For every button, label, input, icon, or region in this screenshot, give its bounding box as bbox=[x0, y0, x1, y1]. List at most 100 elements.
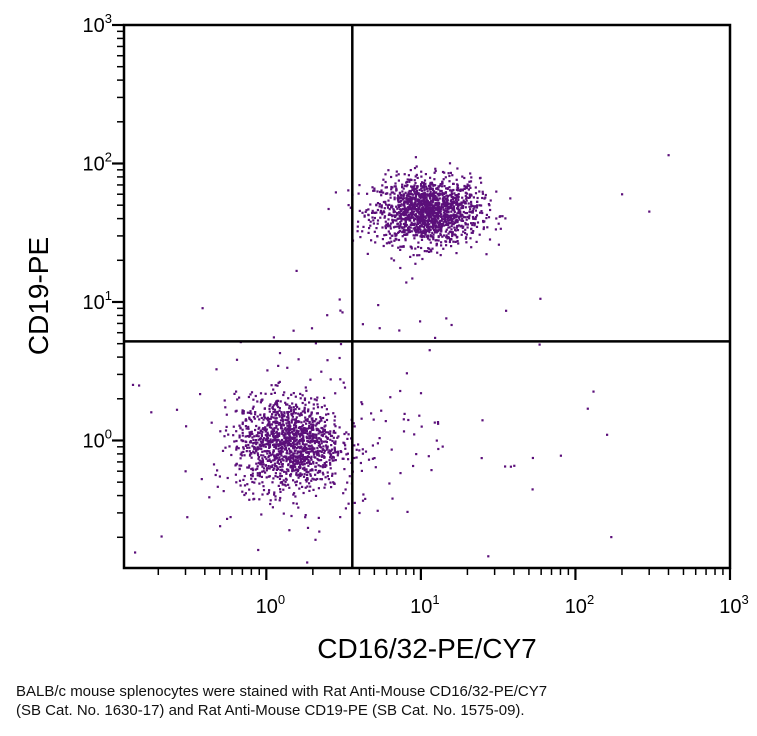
data-point bbox=[330, 453, 333, 456]
y-tick-label: 103 bbox=[83, 11, 112, 37]
data-point bbox=[420, 224, 423, 227]
data-point bbox=[324, 435, 327, 438]
data-point bbox=[332, 456, 335, 459]
data-point bbox=[315, 429, 318, 432]
data-point bbox=[283, 428, 286, 431]
data-point bbox=[453, 211, 456, 214]
data-point bbox=[306, 526, 310, 529]
data-point bbox=[390, 175, 393, 179]
data-point bbox=[276, 421, 279, 424]
data-point bbox=[250, 474, 253, 477]
data-point bbox=[442, 234, 446, 237]
data-point bbox=[268, 423, 272, 426]
data-point bbox=[420, 187, 423, 190]
data-point bbox=[285, 457, 288, 460]
data-point bbox=[329, 454, 332, 457]
data-point bbox=[323, 420, 326, 423]
data-point bbox=[254, 413, 257, 416]
data-point bbox=[395, 212, 399, 215]
data-point bbox=[442, 178, 445, 181]
data-point bbox=[375, 227, 378, 230]
data-point bbox=[316, 439, 319, 442]
data-point bbox=[323, 449, 326, 453]
data-point bbox=[301, 394, 304, 397]
data-point bbox=[369, 220, 372, 223]
data-point bbox=[472, 230, 475, 233]
data-point bbox=[364, 450, 368, 453]
data-point bbox=[426, 250, 429, 253]
data-point bbox=[427, 206, 430, 209]
data-point bbox=[397, 179, 400, 182]
data-point bbox=[456, 203, 459, 206]
data-point bbox=[452, 207, 455, 210]
data-point bbox=[285, 468, 289, 471]
data-point bbox=[445, 187, 448, 190]
data-point bbox=[434, 226, 437, 230]
data-point bbox=[448, 180, 451, 183]
data-point bbox=[385, 203, 388, 206]
data-point bbox=[461, 189, 464, 192]
data-point bbox=[261, 457, 264, 460]
data-point bbox=[381, 213, 384, 216]
data-point bbox=[412, 207, 415, 210]
data-point bbox=[432, 193, 435, 196]
data-point bbox=[268, 404, 271, 408]
data-point bbox=[456, 207, 459, 210]
data-point bbox=[276, 384, 279, 387]
data-point bbox=[235, 390, 238, 393]
data-point bbox=[307, 410, 310, 413]
data-point bbox=[302, 449, 305, 452]
data-point bbox=[417, 245, 420, 249]
data-point bbox=[238, 436, 241, 439]
data-point bbox=[408, 189, 411, 193]
data-point bbox=[393, 239, 396, 242]
tick-label-exponent: 2 bbox=[105, 149, 112, 164]
data-point bbox=[417, 210, 420, 213]
data-point bbox=[249, 434, 252, 437]
data-point bbox=[232, 425, 235, 428]
data-point bbox=[450, 194, 453, 197]
data-point bbox=[497, 243, 500, 246]
data-point bbox=[447, 219, 450, 222]
data-point bbox=[242, 478, 245, 481]
data-point bbox=[256, 452, 259, 455]
data-point bbox=[460, 202, 463, 205]
data-point bbox=[295, 484, 298, 487]
data-point bbox=[404, 222, 407, 225]
data-point bbox=[291, 402, 294, 405]
data-point bbox=[274, 384, 277, 387]
data-point bbox=[404, 201, 407, 204]
data-point bbox=[294, 412, 297, 415]
data-point bbox=[334, 425, 337, 428]
data-point bbox=[334, 431, 337, 434]
data-point bbox=[473, 222, 476, 225]
data-point bbox=[287, 439, 290, 442]
dots-layer bbox=[131, 154, 670, 564]
data-point bbox=[418, 195, 421, 198]
data-point bbox=[434, 197, 437, 200]
data-point bbox=[420, 220, 423, 223]
data-point bbox=[361, 448, 364, 451]
data-point bbox=[266, 369, 269, 372]
data-point bbox=[291, 441, 295, 444]
data-point bbox=[474, 192, 478, 195]
data-point bbox=[405, 372, 408, 375]
data-point bbox=[393, 196, 396, 199]
data-point bbox=[208, 496, 211, 499]
data-point bbox=[328, 432, 331, 436]
data-point bbox=[295, 473, 298, 476]
data-point bbox=[454, 221, 457, 224]
data-point bbox=[466, 183, 469, 186]
data-point bbox=[235, 439, 238, 443]
data-point bbox=[310, 479, 313, 482]
data-point bbox=[411, 188, 414, 191]
data-point bbox=[442, 198, 445, 201]
data-point bbox=[294, 408, 297, 411]
data-point bbox=[274, 420, 277, 423]
data-point bbox=[422, 231, 425, 234]
data-point bbox=[320, 434, 323, 437]
data-point bbox=[403, 184, 407, 187]
tick-label-exponent: 1 bbox=[105, 288, 112, 303]
data-point bbox=[288, 452, 291, 455]
data-point bbox=[303, 408, 306, 411]
